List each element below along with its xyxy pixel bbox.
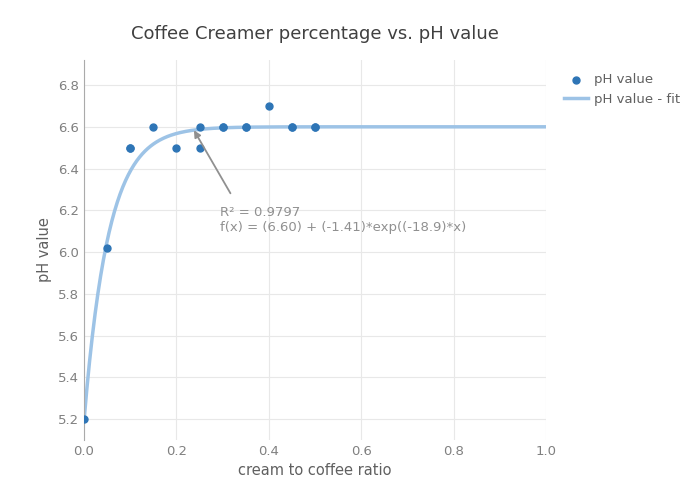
pH value - fit xyxy=(330,124,338,130)
pH value xyxy=(309,123,321,131)
pH value xyxy=(171,144,182,152)
pH value xyxy=(194,123,205,131)
pH value xyxy=(240,123,251,131)
pH value - fit xyxy=(80,418,88,424)
pH value xyxy=(263,102,274,110)
Y-axis label: pH value: pH value xyxy=(38,218,52,282)
pH value xyxy=(125,144,136,152)
pH value - fit xyxy=(302,124,310,130)
Line: pH value - fit: pH value - fit xyxy=(84,127,546,421)
pH value xyxy=(309,123,321,131)
pH value xyxy=(78,415,90,423)
pH value xyxy=(102,244,113,252)
pH value xyxy=(125,144,136,152)
pH value xyxy=(148,123,159,131)
pH value xyxy=(194,144,205,152)
Text: R² = 0.9797
f(x) = (6.60) + (-1.41)*exp((-18.9)*x): R² = 0.9797 f(x) = (6.60) + (-1.41)*exp(… xyxy=(220,206,466,234)
pH value xyxy=(286,123,297,131)
pH value - fit xyxy=(299,124,307,130)
pH value - fit xyxy=(542,124,550,130)
pH value xyxy=(240,123,251,131)
Title: Coffee Creamer percentage vs. pH value: Coffee Creamer percentage vs. pH value xyxy=(131,25,499,43)
pH value xyxy=(217,123,228,131)
Legend: pH value, pH value - fit: pH value, pH value - fit xyxy=(557,66,687,112)
pH value - fit xyxy=(458,124,467,130)
pH value xyxy=(217,123,228,131)
pH value - fit xyxy=(355,124,363,130)
X-axis label: cream to coffee ratio: cream to coffee ratio xyxy=(238,464,392,478)
pH value xyxy=(286,123,297,131)
pH value - fit xyxy=(531,124,539,130)
